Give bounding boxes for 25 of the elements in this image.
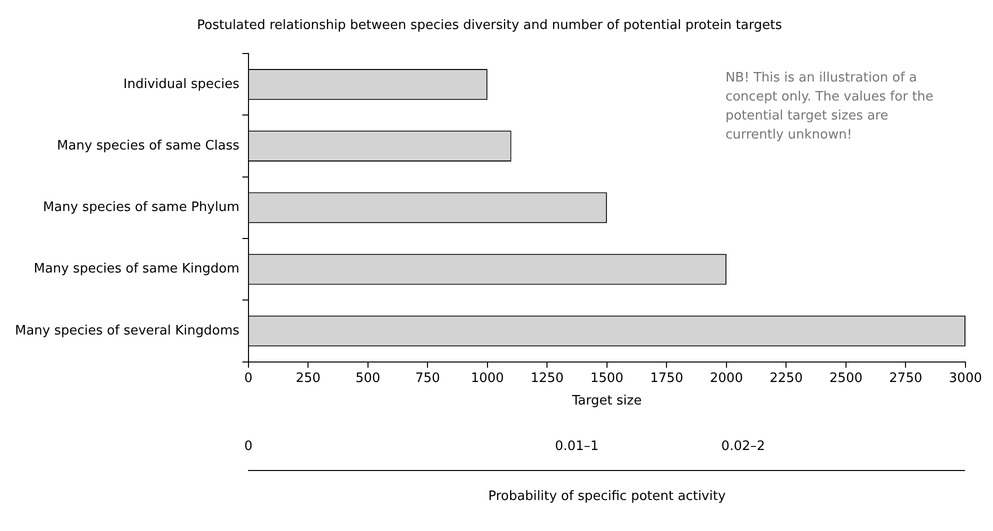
- text: 0.02–2: [721, 439, 766, 454]
- x-tick-label: 1000: [470, 370, 504, 386]
- y-tick-label: Many species of same Phylum: [42, 200, 240, 216]
- x-tick-label: 1250: [530, 370, 564, 386]
- x-tick-label: 250: [296, 370, 321, 386]
- x-tick-label: 1750: [650, 370, 684, 386]
- x-tick-label: 2250: [770, 370, 803, 386]
- y-tick-label: Many species of several Kingdoms: [14, 323, 240, 338]
- y-tick-label: Individual species: [123, 76, 240, 92]
- x-tick-label: 3000: [948, 370, 982, 386]
- y-tick-label: Many species of same Kingdom: [34, 262, 240, 277]
- chart-title: Postulated relationship between species diversity and number of potential protein targets: [196, 18, 782, 34]
- x-tick-label: 1500: [590, 370, 624, 386]
- x-tick-label: 500: [355, 370, 380, 386]
- x-tick-label: 750: [415, 370, 440, 386]
- x-tick-label: 2750: [889, 370, 922, 386]
- text: Probability of specific potent activity: [488, 489, 726, 504]
- text: 0.01–1: [554, 439, 599, 454]
- x-tick-label: 2000: [710, 370, 743, 386]
- x-axis-title: Target size: [571, 394, 642, 409]
- x-tick-label: 2500: [829, 370, 862, 386]
- annotation: NB! This is an illustration of a concept only. The values for the potential target sizes are currently unknown!: [725, 70, 934, 142]
- x-tick-label: 0: [244, 370, 253, 386]
- text: 0: [244, 439, 253, 454]
- y-tick-label: Many species of same Class: [57, 138, 240, 154]
